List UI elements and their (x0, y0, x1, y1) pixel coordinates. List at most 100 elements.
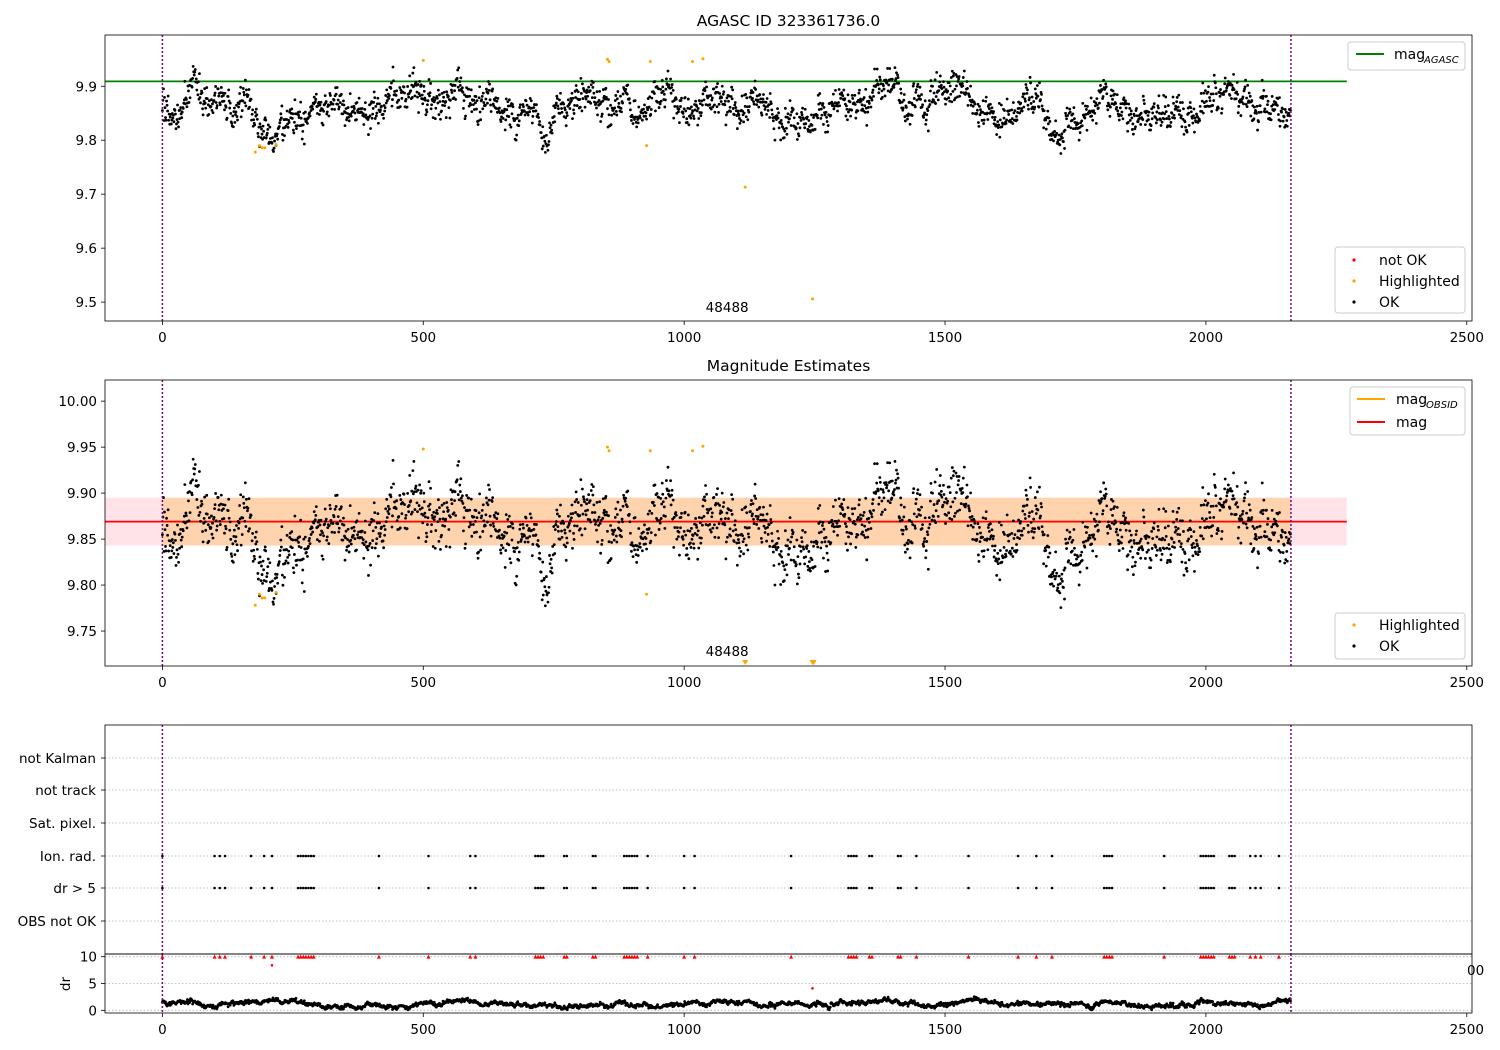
flag-point (1209, 854, 1213, 858)
ok-point (865, 124, 869, 127)
dr-point (302, 999, 306, 1003)
ok-point (1167, 547, 1171, 551)
ok-point (849, 114, 852, 118)
ok-point (1015, 543, 1018, 546)
ok-point (450, 498, 453, 502)
ok-point (1179, 545, 1183, 549)
ok-point (1056, 583, 1060, 587)
flag-point (1230, 886, 1234, 890)
ok-point (619, 508, 622, 512)
ok-point (564, 116, 568, 120)
ok-point (284, 124, 288, 128)
ok-point (548, 126, 552, 130)
ok-point (175, 555, 178, 559)
ok-point (1101, 512, 1104, 516)
ok-point (610, 113, 614, 117)
ok-point (982, 555, 986, 559)
ok-point (1201, 537, 1205, 541)
ok-point (1152, 527, 1156, 531)
ok-point (936, 98, 940, 102)
ok-point (433, 546, 437, 550)
ok-point (1181, 519, 1184, 523)
ok-point (266, 123, 270, 127)
ok-point (440, 109, 443, 113)
ok-point (918, 493, 922, 497)
ok-point (356, 533, 359, 537)
ok-point (1116, 533, 1120, 537)
ok-point (1171, 95, 1175, 99)
ok-point (777, 562, 781, 566)
ok-point (404, 97, 408, 101)
ok-point (344, 107, 348, 111)
ok-point (729, 534, 732, 538)
ok-point (1245, 526, 1249, 530)
ok-point (470, 110, 474, 114)
ok-point (1177, 93, 1181, 97)
ok-point (352, 107, 356, 110)
ok-point (657, 528, 661, 531)
ok-point (505, 108, 509, 112)
ok-point (202, 516, 206, 520)
ok-point (1200, 99, 1204, 103)
ok-point (1124, 99, 1127, 103)
ok-point (940, 495, 944, 499)
ok-point (984, 517, 988, 520)
ok-point (229, 552, 233, 556)
ok-point (404, 516, 407, 520)
ok-point (1120, 535, 1124, 539)
ok-point (1249, 542, 1253, 546)
ok-point (278, 121, 282, 125)
ok-point (1285, 550, 1289, 553)
ok-point (945, 513, 948, 517)
ok-point (801, 106, 804, 110)
ok-point (547, 140, 551, 143)
flag-point (591, 886, 595, 890)
ok-point (1155, 548, 1159, 552)
ok-point (677, 107, 681, 111)
ok-point (1141, 94, 1145, 98)
ok-point (1217, 529, 1220, 532)
ok-point (1005, 118, 1008, 122)
flag-point (682, 854, 686, 858)
ok-point (384, 101, 388, 105)
ok-point (954, 471, 958, 475)
ok-point (1175, 510, 1179, 514)
ok-point (954, 96, 957, 100)
ok-point (1193, 130, 1196, 134)
ok-point (1235, 80, 1239, 84)
ok-point (251, 559, 255, 563)
ok-point (978, 105, 981, 108)
ok-point (236, 118, 239, 122)
ok-point (795, 112, 799, 116)
ok-point (697, 117, 701, 120)
ok-point (1159, 558, 1163, 562)
ok-point (886, 89, 890, 93)
ok-point (680, 96, 683, 100)
ok-point (515, 133, 519, 137)
ok-point (1031, 105, 1035, 109)
ok-point (890, 77, 894, 81)
ok-point (498, 528, 501, 532)
ok-point (488, 98, 492, 102)
ok-point (787, 553, 790, 556)
ok-point (442, 90, 446, 94)
ok-point (549, 557, 553, 561)
ok-point (1165, 117, 1169, 120)
ok-point (564, 124, 568, 128)
ok-point (369, 127, 372, 130)
ok-point (543, 150, 547, 154)
ok-point (951, 474, 955, 478)
ok-point (562, 543, 566, 547)
ok-point (319, 533, 322, 537)
ok-point (569, 518, 572, 522)
ok-point (916, 82, 920, 86)
ok-point (467, 87, 471, 91)
ok-point (441, 103, 444, 107)
ok-point (464, 542, 467, 546)
ok-point (813, 565, 817, 568)
ok-point (243, 78, 247, 82)
ok-point (416, 510, 419, 514)
ok-point (598, 522, 602, 525)
ok-point (1109, 508, 1113, 511)
ok-point (663, 526, 667, 530)
